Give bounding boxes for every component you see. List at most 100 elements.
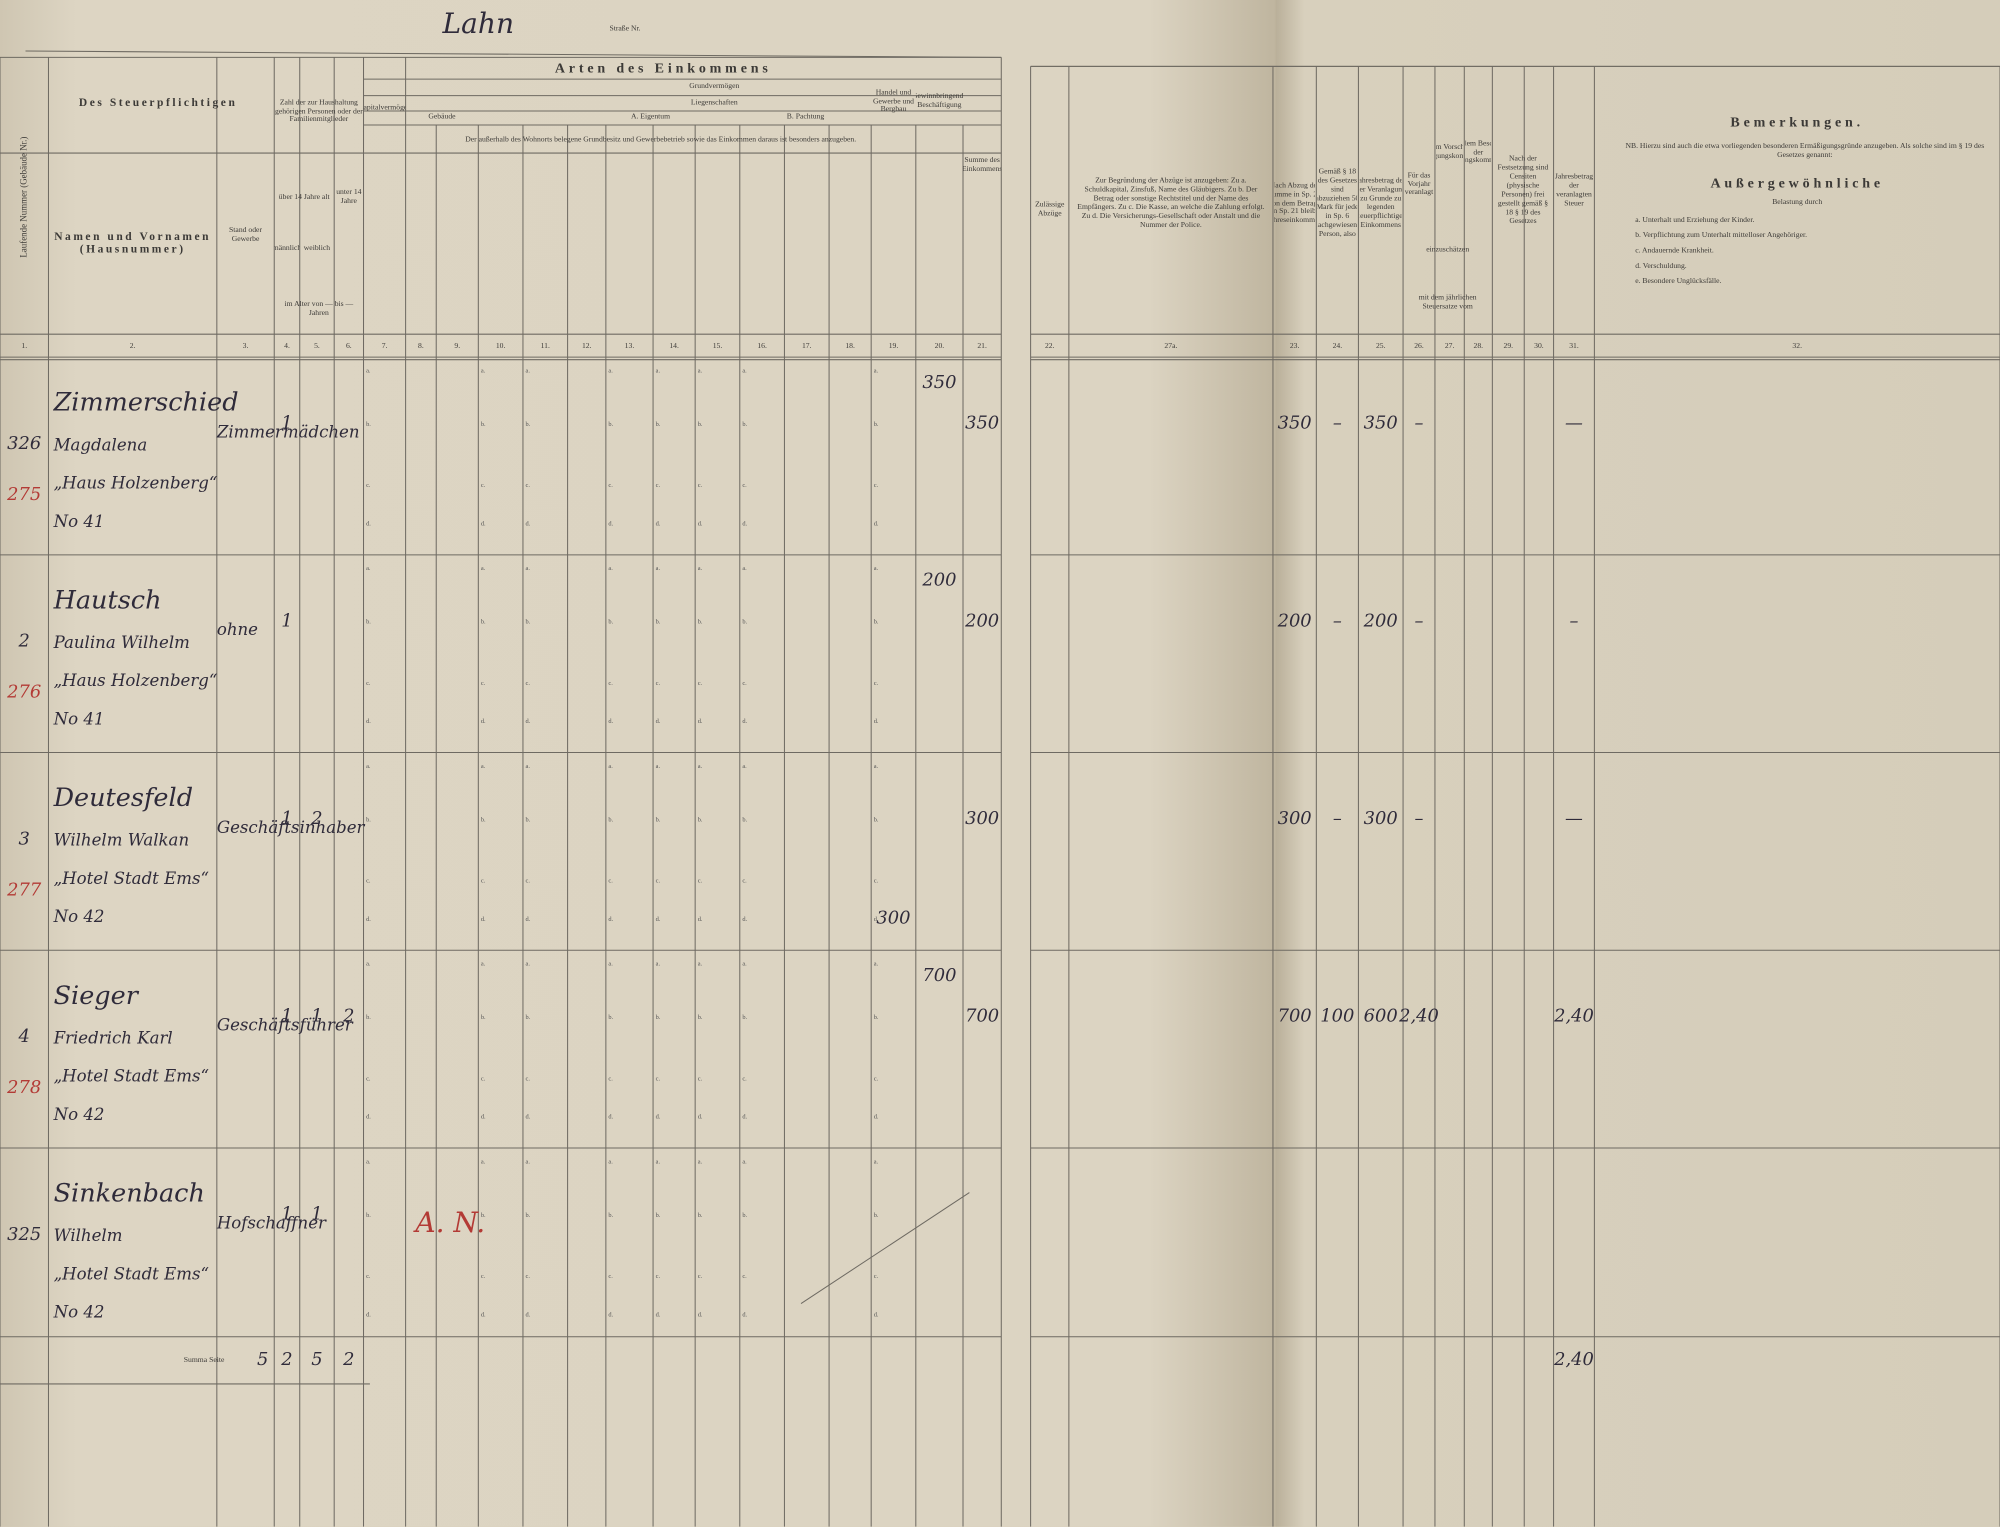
entry-c6: 2 (343, 1006, 355, 1027)
column-number: 1. (21, 342, 28, 351)
cell-marker: b. (697, 422, 703, 429)
remark-item: e. Besondere Unglücksfälle. (1635, 278, 1722, 286)
column-number: 17. (801, 342, 812, 351)
cell-marker: d. (480, 521, 486, 529)
cell-marker: c. (525, 1076, 530, 1084)
cell-marker: d. (655, 521, 661, 529)
column-number: 22. (1044, 342, 1055, 351)
cell-marker: b. (608, 620, 614, 627)
appeal: Nach dem Beschlusse der Berufungskommiss… (1465, 139, 1492, 166)
cell-marker: c. (742, 483, 747, 490)
cell-marker: b. (525, 1015, 531, 1022)
deductions: Zulässige Abzüge (1035, 201, 1065, 219)
cell-marker: d. (697, 521, 703, 529)
column-number: 28. (1473, 342, 1484, 351)
real-estate: Liegenschaften (690, 98, 738, 107)
cell-marker: c. (366, 483, 371, 490)
cell-marker: a. (655, 764, 661, 771)
column-number: 15. (712, 342, 723, 351)
column-number: 27a. (1164, 342, 1178, 351)
cell-marker: d. (655, 719, 661, 726)
cell-marker: a. (366, 764, 371, 771)
cell-marker: d. (366, 1114, 371, 1122)
cell-marker: b. (697, 817, 703, 825)
cell-marker: d. (873, 719, 879, 726)
over14: über 14 Jahre alt (278, 193, 330, 201)
column-number: 19. (888, 342, 899, 351)
per-person: Gemäß § 18 des Gesetzes sind abzuziehen … (1317, 168, 1358, 239)
cell-marker: a. (873, 961, 879, 969)
cell-marker: c. (366, 1076, 371, 1084)
occupation: Geschäftsinhaber (217, 804, 365, 855)
taxpayer-name: Sieger (53, 978, 138, 1010)
entry-c25: 200 (1363, 610, 1398, 632)
column-number: 8. (418, 342, 424, 351)
taxpayer-name: „Haus Holzenberg“ (53, 473, 218, 494)
red-annotation: A. N. (415, 1208, 486, 1241)
cell-marker: d. (525, 521, 531, 529)
cell-marker: c. (697, 681, 703, 688)
cell-marker: c. (608, 878, 613, 886)
cell-marker: c. (525, 681, 530, 688)
cell-marker: b. (525, 1213, 531, 1220)
totals-label: Summa Seite (183, 1356, 225, 1365)
entry-c21: 300 (965, 808, 1000, 830)
cell-marker: d. (480, 917, 486, 924)
column-number: 5. (314, 342, 320, 351)
cell-marker: a. (366, 1159, 371, 1166)
cell-marker: c. (742, 681, 747, 688)
cell-marker: d. (697, 1312, 703, 1320)
cell-marker: d. (873, 917, 879, 924)
cell-marker: c. (742, 878, 747, 886)
taxable: Jahresbetrag des der Veranlagung zu Grun… (1359, 177, 1402, 230)
cell-marker: d. (655, 1312, 661, 1320)
cell-marker: c. (873, 1274, 879, 1281)
column-number: 14. (669, 342, 679, 351)
cell-marker: c. (742, 1274, 747, 1281)
cell-marker: d. (873, 1312, 879, 1320)
column-number: 20. (934, 342, 945, 351)
cell-marker: a. (525, 566, 530, 573)
register-number: 277 (7, 880, 42, 901)
taxpayer-name: No 42 (53, 1105, 105, 1125)
column-number: 6. (345, 342, 352, 351)
cell-marker: a. (480, 961, 486, 969)
taxpayer-name: Zimmerschied (53, 385, 239, 417)
cell-marker: d. (697, 719, 703, 726)
register-number: 276 (7, 682, 42, 703)
after-deduction: Nach Abzug der Summe in Sp. 22 von dem B… (1274, 182, 1316, 225)
cell-marker: d. (525, 1114, 531, 1122)
cell-marker: b. (655, 817, 661, 825)
cell-marker: a. (655, 566, 661, 573)
cell-marker: c. (655, 878, 661, 886)
taxpayer-name: Deutesfeld (53, 781, 194, 812)
cell-marker: d. (480, 1114, 486, 1122)
cell-marker: c. (697, 1076, 703, 1084)
cell-marker: a. (480, 764, 486, 771)
entry-c4: 1 (281, 1006, 293, 1027)
taxpayer-name: „Hotel Stadt Ems“ (53, 1264, 209, 1284)
cell-marker: a. (873, 566, 879, 573)
total-c31: 2,40 (1554, 1349, 1594, 1370)
cell-marker: b. (873, 1015, 879, 1022)
taxpayer-name: „Hotel Stadt Ems“ (53, 1067, 209, 1087)
occupation: Zimmermädchen (217, 408, 360, 459)
cell-marker: c. (366, 878, 371, 886)
cell-marker: c. (873, 1076, 879, 1084)
cell-marker: b. (366, 620, 371, 627)
rule-line (25, 50, 1002, 58)
cell-marker: b. (480, 1213, 486, 1220)
under14: unter 14 Jahre (336, 188, 362, 206)
entry-c31: — (1565, 808, 1583, 830)
cell-marker: d. (525, 1312, 531, 1320)
cell-marker: b. (480, 422, 486, 429)
title: Arten des Einkommens (554, 60, 772, 77)
cell-marker: a. (366, 961, 371, 969)
cell-marker: d. (525, 917, 531, 924)
entry-c26: – (1414, 808, 1424, 830)
cell-marker: b. (742, 1213, 748, 1220)
cell-marker: d. (525, 719, 531, 726)
entry-c31: — (1565, 413, 1583, 434)
cell-marker: b. (608, 1015, 614, 1022)
